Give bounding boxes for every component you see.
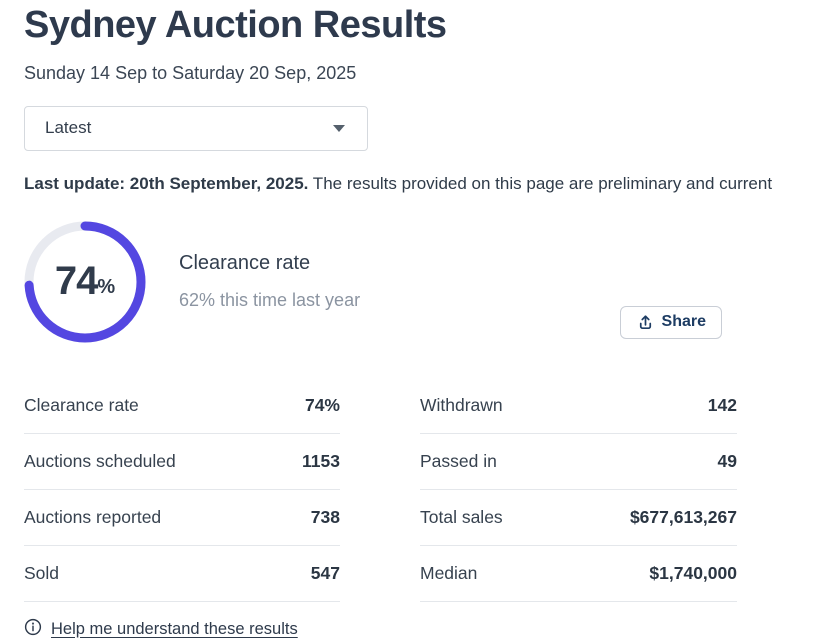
stat-value: $677,613,267 — [629, 506, 737, 527]
stat-value: 142 — [707, 394, 737, 415]
stat-row-auctions-reported: Auctions reported 738 — [24, 490, 340, 546]
info-icon — [24, 618, 42, 641]
stat-row-clearance-rate: Clearance rate 74% — [24, 378, 340, 434]
page-title: Sydney Auction Results — [24, 4, 447, 46]
stat-value: 1153 — [302, 450, 340, 471]
share-icon — [636, 313, 655, 332]
stat-label: Clearance rate — [24, 394, 139, 415]
stat-label: Auctions scheduled — [24, 450, 176, 471]
stat-label: Auctions reported — [24, 506, 162, 527]
stat-label: Sold — [24, 562, 60, 583]
last-update-text: The results provided on this page are pr… — [308, 173, 773, 193]
stat-row-sold: Sold 547 — [24, 546, 340, 602]
help-link[interactable]: Help me understand these results — [51, 619, 298, 638]
stat-value: $1,740,000 — [649, 562, 737, 583]
clearance-summary: Clearance rate 62% this time last year — [179, 252, 360, 311]
stat-value: 547 — [310, 562, 340, 583]
clearance-percent: 74 % — [24, 221, 146, 343]
stat-row-passed-in: Passed in 49 — [420, 434, 737, 490]
clearance-ring-fill — [24, 221, 146, 343]
stats-left-column: Clearance rate 74% Auctions scheduled 11… — [24, 378, 340, 641]
clearance-rate-label: Clearance rate — [179, 252, 311, 275]
stat-label: Passed in — [420, 450, 497, 471]
stat-value: 49 — [717, 450, 737, 471]
stats-table: Clearance rate 74% Auctions scheduled 11… — [24, 378, 832, 641]
stat-row-withdrawn: Withdrawn 142 — [420, 378, 737, 434]
last-update-date: Last update: 20th September, 2025. — [24, 173, 309, 193]
clearance-last-year: 62% this time last year — [179, 290, 361, 311]
share-button[interactable]: Share — [619, 305, 722, 339]
share-button-label: Share — [661, 313, 706, 331]
latest-dropdown-value: Latest — [45, 118, 92, 138]
stat-row-auctions-scheduled: Auctions scheduled 1153 — [24, 434, 340, 490]
stat-row-total-sales: Total sales $677,613,267 — [420, 490, 737, 546]
clearance-percent-number: 74 — [54, 259, 98, 304]
stat-row-median: Median $1,740,000 — [420, 546, 737, 602]
stat-label: Median — [420, 562, 478, 583]
clearance-donut-chart: 74 % — [24, 221, 146, 343]
stats-right-column: Withdrawn 142 Passed in 49 Total sales $… — [420, 378, 737, 641]
stat-value: 74% — [304, 394, 340, 415]
chevron-down-icon — [333, 124, 345, 132]
stat-value: 738 — [310, 506, 340, 527]
latest-dropdown[interactable]: Latest — [24, 105, 368, 151]
clearance-hero: 74 % Clearance rate 62% this time last y… — [24, 221, 832, 343]
date-range: Sunday 14 Sep to Saturday 20 Sep, 2025 — [24, 62, 357, 83]
last-update-notice: Last update: 20th September, 2025. The r… — [24, 174, 832, 194]
stat-label: Withdrawn — [420, 394, 503, 415]
clearance-percent-symbol: % — [97, 276, 116, 299]
help-row: Help me understand these results — [24, 618, 340, 641]
stat-label: Total sales — [420, 506, 503, 527]
